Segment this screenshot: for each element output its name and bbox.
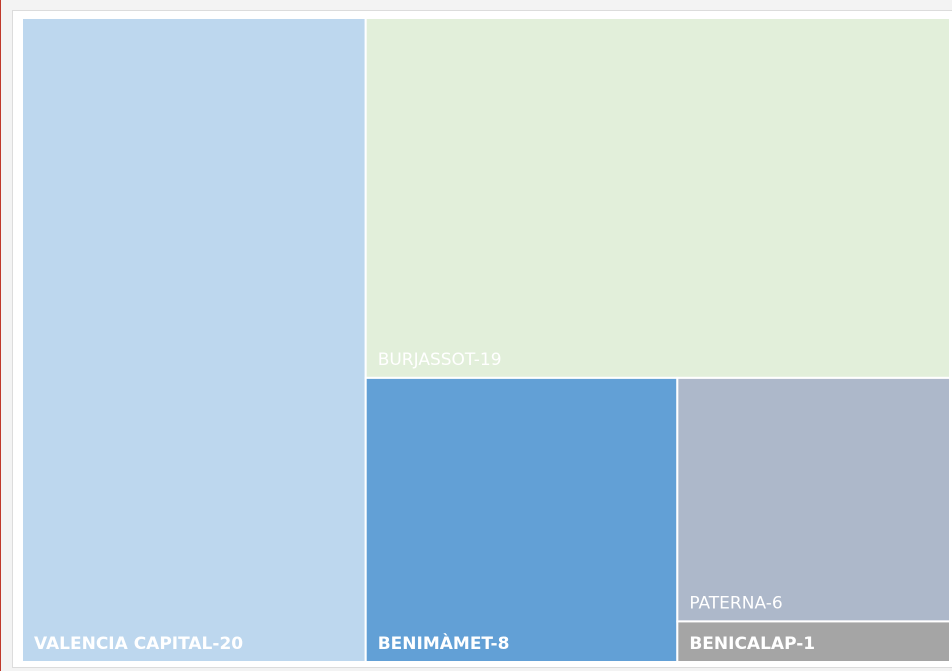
tile bbox=[364, 17, 952, 379]
tile-label: PATERNA-6 bbox=[689, 593, 782, 613]
tile-label: BURJASSOT-19 bbox=[378, 350, 502, 370]
tile bbox=[676, 620, 951, 663]
tile bbox=[676, 376, 951, 623]
tile-label: BENICALAP-1 bbox=[689, 634, 815, 654]
tile bbox=[21, 17, 367, 663]
tile-label: VALENCIA CAPITAL-20 bbox=[34, 634, 243, 654]
tile-label: BENIMÀMET-8 bbox=[378, 632, 510, 654]
tile bbox=[364, 376, 679, 663]
